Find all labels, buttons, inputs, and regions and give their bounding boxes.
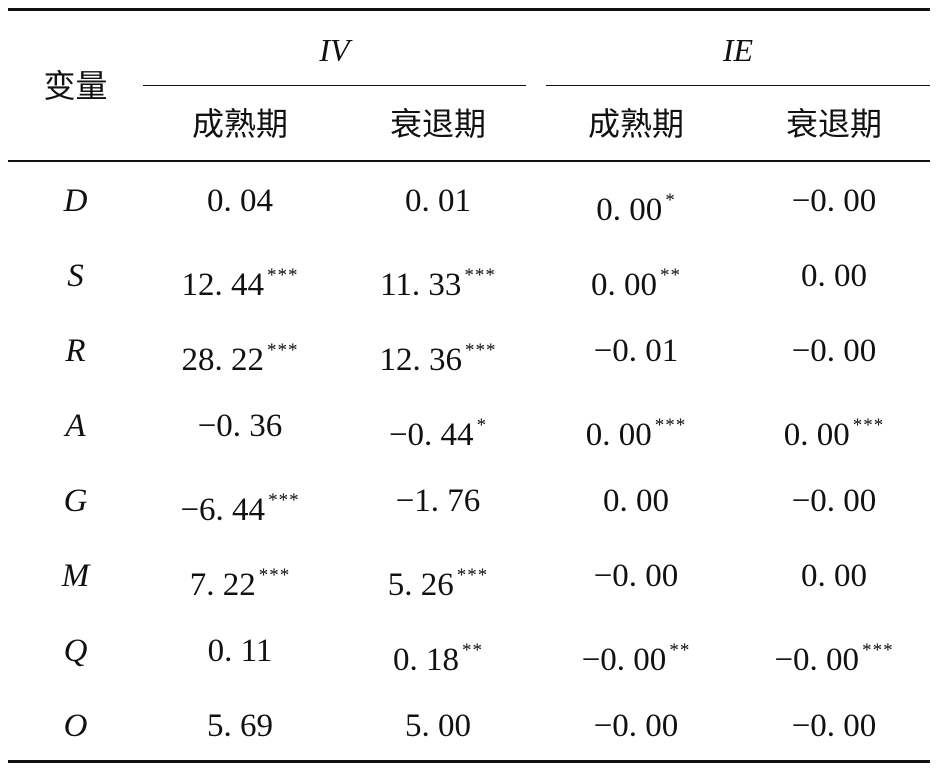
significance-stars: ** bbox=[462, 640, 483, 661]
cell-value: 0. 18 bbox=[393, 642, 459, 678]
cell-value: 5. 00 bbox=[405, 708, 471, 744]
cell-value: −0. 00 bbox=[593, 558, 679, 594]
cell-value: 7. 22 bbox=[189, 567, 256, 603]
cell-value: 0. 00 bbox=[603, 483, 669, 519]
table-cell: −0. 36 bbox=[141, 406, 339, 446]
ie-group-rule bbox=[546, 85, 930, 86]
table-cell: 5. 00 bbox=[339, 706, 537, 746]
table-cell: 12. 44 *** bbox=[141, 256, 339, 305]
cell-value: −0. 00 bbox=[593, 708, 679, 744]
cell-value: −0. 00 bbox=[581, 642, 667, 678]
cell-value: −0. 01 bbox=[593, 333, 679, 369]
row-variable: R bbox=[65, 333, 86, 369]
table-cell: 5. 69 bbox=[141, 706, 339, 746]
table-header-rule bbox=[8, 160, 930, 162]
cell-value: −0. 36 bbox=[197, 408, 283, 444]
table-cell: 0. 11 bbox=[141, 631, 339, 671]
subheader-iv-decline: 衰退期 bbox=[389, 105, 486, 143]
cell-value: −0. 00 bbox=[774, 642, 860, 678]
cell-value: 0. 11 bbox=[207, 633, 273, 669]
cell-value: 12. 44 bbox=[181, 267, 265, 303]
table-cell: −0. 00 bbox=[735, 181, 933, 221]
table-cell: −0. 00 bbox=[735, 481, 933, 521]
subheader-ie-mature: 成熟期 bbox=[587, 105, 684, 143]
table-cell: −0. 00 bbox=[537, 706, 735, 746]
significance-stars: ** bbox=[669, 640, 691, 661]
table-cell: 0. 00 ** bbox=[537, 256, 735, 305]
significance-stars: ** bbox=[660, 265, 681, 286]
row-variable: A bbox=[65, 408, 86, 444]
table-cell: 0. 00 bbox=[735, 556, 933, 596]
significance-stars: *** bbox=[465, 340, 497, 361]
cell-value: −0. 00 bbox=[791, 333, 877, 369]
iv-group-rule bbox=[143, 85, 526, 86]
cell-value: 0. 00 bbox=[585, 417, 652, 453]
significance-stars: *** bbox=[268, 490, 300, 511]
cell-value: 12. 36 bbox=[379, 342, 463, 378]
significance-stars: *** bbox=[456, 565, 489, 586]
table-cell: 0. 00 *** bbox=[537, 406, 735, 455]
cell-value: 0. 00 bbox=[591, 267, 657, 303]
cell-value: −1. 76 bbox=[395, 483, 481, 519]
cell-value: 0. 00 bbox=[801, 558, 867, 594]
table-cell: 0. 18 ** bbox=[339, 631, 537, 680]
cell-value: 0. 00 bbox=[801, 258, 867, 294]
cell-value: 28. 22 bbox=[181, 342, 265, 378]
cell-value: 0. 00 bbox=[596, 192, 663, 228]
significance-stars: *** bbox=[258, 565, 291, 586]
row-variable: M bbox=[61, 558, 90, 594]
subheader-iv-mature: 成熟期 bbox=[191, 105, 288, 143]
row-variable: S bbox=[67, 258, 84, 294]
table-cell: −0. 01 bbox=[537, 331, 735, 371]
table-cell: 28. 22 *** bbox=[141, 331, 339, 380]
table-cell: 0. 00 *** bbox=[735, 406, 933, 455]
group-header-iv: IV bbox=[319, 32, 350, 68]
table-cell: −6. 44 *** bbox=[141, 481, 339, 530]
table-top-rule bbox=[8, 8, 930, 11]
table-cell: 12. 36 *** bbox=[339, 331, 537, 380]
table-cell: −0. 00 *** bbox=[735, 631, 933, 680]
row-variable: G bbox=[63, 483, 88, 519]
cell-value: 5. 26 bbox=[387, 567, 454, 603]
table-cell: 5. 26 *** bbox=[339, 556, 537, 605]
table-cell: −0. 44 * bbox=[339, 406, 537, 455]
table-cell: −0. 00 ** bbox=[537, 631, 735, 680]
table-cell: 11. 33 *** bbox=[339, 256, 537, 305]
table-cell: −0. 00 bbox=[735, 331, 933, 371]
table-cell: 0. 00 bbox=[735, 256, 933, 296]
variable-column-header: 变量 bbox=[43, 67, 108, 105]
significance-stars: *** bbox=[267, 265, 299, 286]
cell-value: 0. 00 bbox=[783, 417, 850, 453]
cell-value: −0. 00 bbox=[791, 183, 877, 219]
subheader-ie-decline: 衰退期 bbox=[785, 105, 882, 143]
significance-stars: * bbox=[665, 190, 676, 211]
cell-value: −6. 44 bbox=[180, 492, 266, 528]
table-cell: 0. 04 bbox=[141, 181, 339, 221]
table-cell: 0. 00 bbox=[537, 481, 735, 521]
significance-stars: *** bbox=[267, 340, 299, 361]
significance-stars: *** bbox=[654, 415, 687, 436]
cell-value: 5. 69 bbox=[207, 708, 273, 744]
group-header-ie: IE bbox=[722, 32, 754, 68]
table-cell: 0. 01 bbox=[339, 181, 537, 221]
table-bottom-rule bbox=[8, 760, 930, 763]
significance-stars: *** bbox=[862, 640, 894, 661]
table-cell: 0. 00 * bbox=[537, 181, 735, 230]
row-variable: D bbox=[63, 183, 88, 219]
cell-value: −0. 00 bbox=[791, 708, 877, 744]
table-cell: −1. 76 bbox=[339, 481, 537, 521]
table-cell: −0. 00 bbox=[537, 556, 735, 596]
significance-stars: *** bbox=[852, 415, 885, 436]
row-variable: Q bbox=[63, 633, 88, 669]
cell-value: 0. 01 bbox=[405, 183, 471, 219]
significance-stars: *** bbox=[464, 265, 496, 286]
table-cell: 7. 22 *** bbox=[141, 556, 339, 605]
row-variable: O bbox=[63, 708, 88, 744]
cell-value: 0. 04 bbox=[207, 183, 273, 219]
table-cell: −0. 00 bbox=[735, 706, 933, 746]
significance-stars: * bbox=[476, 415, 488, 436]
cell-value: −0. 00 bbox=[791, 483, 877, 519]
cell-value: −0. 44 bbox=[388, 417, 474, 453]
cell-value: 11. 33 bbox=[380, 267, 462, 303]
